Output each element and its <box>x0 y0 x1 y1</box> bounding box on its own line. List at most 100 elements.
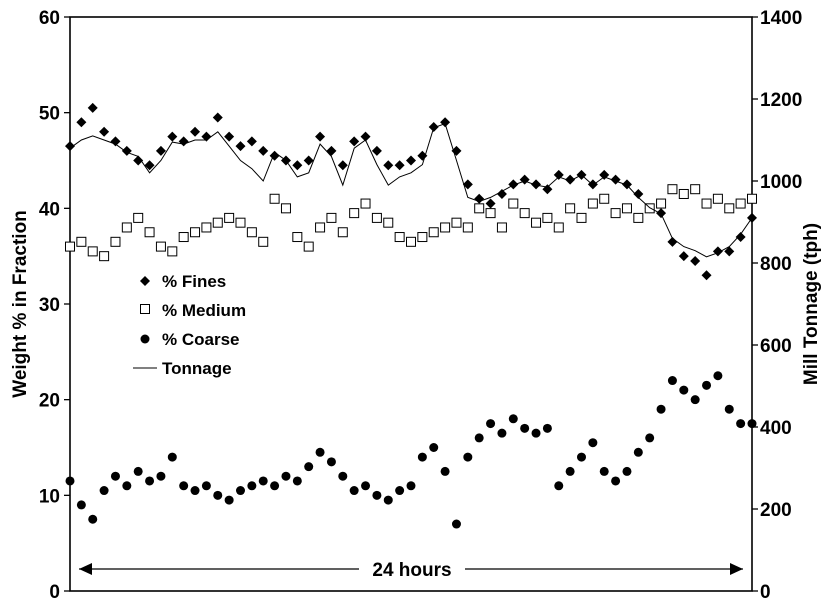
right-tick-label: 800 <box>760 254 792 275</box>
coarse-point <box>76 500 86 510</box>
coarse-point <box>451 519 461 529</box>
medium-point <box>337 227 348 238</box>
medium-point <box>99 251 110 262</box>
coarse-point <box>99 486 109 496</box>
coarse-point <box>645 433 655 443</box>
fines-point <box>724 246 735 257</box>
coarse-point <box>497 428 507 438</box>
right-tick-label: 1200 <box>760 90 802 111</box>
coarse-point <box>304 462 314 472</box>
coarse-point <box>577 452 586 462</box>
coarse-point <box>326 457 336 467</box>
fines-point <box>394 160 405 171</box>
coarse-point <box>258 476 268 486</box>
medium-point <box>201 222 212 233</box>
fines-point <box>224 131 235 142</box>
medium-point <box>440 222 451 233</box>
coarse-point <box>736 419 746 429</box>
medium-point <box>235 217 246 228</box>
legend-item-coarse: % Coarse <box>140 330 239 349</box>
medium-point <box>224 212 235 223</box>
fines-point <box>485 198 496 209</box>
fines-point <box>212 112 223 123</box>
medium-point <box>656 198 667 209</box>
medium-point <box>633 212 644 223</box>
left-axis-ticks: 0 10 20 30 40 50 60 <box>39 8 70 603</box>
medium-point <box>724 203 735 214</box>
fines-point <box>144 160 155 171</box>
coarse-point <box>156 471 166 481</box>
span-arrow-left-head <box>79 563 92 575</box>
medium-point <box>269 193 280 204</box>
medium-point <box>121 222 132 233</box>
legend-label-coarse: % Coarse <box>162 330 239 349</box>
fines-point <box>167 131 178 142</box>
coarse-point <box>747 419 757 429</box>
medium-point <box>428 227 439 238</box>
left-tick-label: 50 <box>39 104 60 125</box>
medium-point <box>178 232 189 243</box>
medium-point <box>360 198 371 209</box>
right-tick-label: 0 <box>760 582 771 601</box>
medium-point <box>621 203 632 214</box>
medium-point <box>587 198 598 209</box>
fines-point <box>701 270 712 281</box>
medium-point <box>610 208 621 219</box>
fines-point <box>406 155 416 166</box>
left-tick-label: 0 <box>49 582 60 601</box>
coarse-point <box>110 471 120 481</box>
left-tick-label: 40 <box>39 199 60 220</box>
medium-point <box>690 184 701 195</box>
series-coarse <box>65 371 757 529</box>
coarse-point <box>474 433 484 443</box>
legend-marker-fines <box>140 276 150 286</box>
fines-point <box>462 179 473 190</box>
legend: % Fines % Medium % Coarse Tonnage <box>133 272 246 378</box>
time-span-annotation: 24 hours <box>79 560 743 581</box>
medium-point <box>542 212 553 223</box>
legend-item-medium: % Medium <box>140 301 246 320</box>
coarse-point <box>724 404 734 414</box>
coarse-point <box>349 486 359 496</box>
coarse-point <box>315 447 325 457</box>
medium-point <box>315 222 326 233</box>
coarse-point <box>588 438 598 448</box>
medium-point <box>246 227 257 238</box>
coarse-point <box>281 471 291 481</box>
medium-point <box>553 222 564 233</box>
coarse-point <box>667 376 677 386</box>
fines-point <box>99 126 110 137</box>
coarse-point <box>224 495 234 505</box>
legend-item-tonnage: Tonnage <box>133 359 232 378</box>
fines-point <box>65 141 75 152</box>
medium-point <box>110 236 121 247</box>
coarse-point <box>440 466 450 476</box>
fines-point <box>133 155 144 166</box>
tonnage-line <box>69 122 753 258</box>
fines-point <box>337 160 348 171</box>
medium-point <box>87 246 98 257</box>
coarse-point <box>213 490 223 500</box>
fines-point <box>621 179 632 190</box>
medium-point <box>565 203 576 214</box>
medium-point <box>406 236 416 247</box>
medium-point <box>599 193 610 204</box>
medium-point <box>144 227 155 238</box>
fines-point <box>190 126 201 137</box>
medium-point <box>747 193 757 204</box>
coarse-point <box>270 481 280 491</box>
legend-item-fines: % Fines <box>140 272 226 291</box>
fines-point <box>76 117 87 128</box>
coarse-point <box>361 481 371 491</box>
coarse-point <box>463 452 473 462</box>
fines-point <box>678 251 689 262</box>
coarse-point <box>190 486 200 496</box>
medium-point <box>212 217 223 228</box>
fines-point <box>155 145 166 156</box>
coarse-point <box>65 476 75 486</box>
coarse-point <box>122 481 132 491</box>
medium-point <box>292 232 303 243</box>
medium-point <box>735 198 746 209</box>
